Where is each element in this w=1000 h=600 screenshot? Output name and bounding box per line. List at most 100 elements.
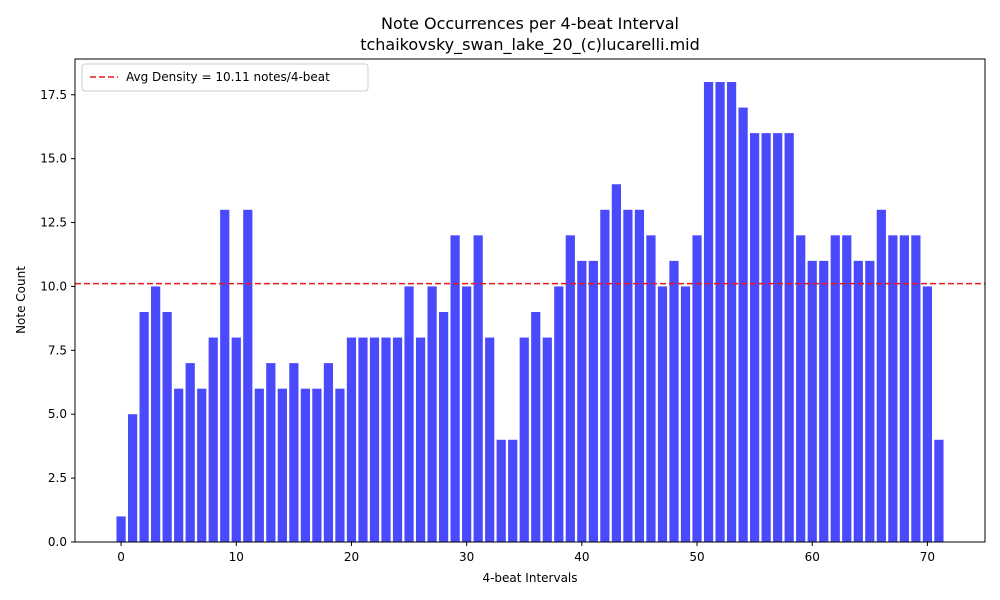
bar-interval-20 [346, 337, 357, 542]
bar-interval-2 [139, 312, 149, 542]
bar-interval-58 [784, 133, 794, 542]
bar-interval-69 [911, 235, 921, 543]
bar-interval-45 [634, 209, 645, 542]
bar-interval-53 [726, 82, 737, 542]
bar-interval-51 [703, 82, 714, 542]
x-tick-label: 20 [344, 550, 359, 564]
legend-label: Avg Density = 10.11 notes/4-beat [126, 70, 330, 84]
bar-interval-30 [462, 286, 472, 542]
bar-interval-19 [335, 388, 345, 542]
chart-subtitle: tchaikovsky_swan_lake_20_(c)lucarelli.mi… [360, 35, 700, 55]
y-tick-label: 17.5 [40, 88, 67, 102]
y-tick-label: 5.0 [48, 407, 67, 421]
bar-interval-71 [934, 439, 944, 542]
y-tick-label: 0.0 [48, 535, 67, 549]
bar-interval-29 [450, 235, 460, 543]
bar-interval-9 [220, 209, 230, 542]
bar-interval-49 [680, 286, 691, 542]
bar-interval-6 [185, 363, 195, 542]
bar-interval-40 [577, 260, 587, 542]
bar-interval-60 [807, 260, 817, 542]
bar-interval-1 [127, 414, 138, 542]
x-tick-label: 60 [805, 550, 820, 564]
bar-interval-68 [899, 235, 909, 543]
bar-interval-39 [565, 235, 575, 543]
bar-interval-66 [876, 209, 886, 542]
bar-interval-8 [208, 337, 218, 542]
bar-interval-56 [761, 133, 771, 542]
bar-interval-62 [830, 235, 840, 543]
bar-interval-35 [519, 337, 529, 542]
bar-interval-18 [323, 363, 334, 542]
bar-interval-14 [277, 388, 287, 542]
bar-interval-55 [750, 133, 760, 542]
x-tick-label: 30 [459, 550, 474, 564]
legend: Avg Density = 10.11 notes/4-beat [81, 63, 369, 92]
legend-box [81, 63, 369, 92]
bar-interval-34 [508, 439, 518, 542]
bar-interval-44 [623, 209, 633, 542]
bar-interval-28 [439, 312, 449, 542]
bar-interval-70 [922, 286, 933, 542]
x-tick-label: 0 [117, 550, 125, 564]
bar-interval-57 [773, 133, 783, 542]
y-tick-label: 7.5 [48, 343, 67, 357]
bar-interval-12 [254, 388, 264, 542]
bar-interval-50 [692, 235, 702, 543]
bar-interval-65 [865, 260, 875, 542]
bar-interval-15 [289, 363, 299, 542]
bar-interval-26 [415, 337, 426, 542]
bar-interval-52 [715, 82, 725, 542]
bar-interval-11 [243, 209, 253, 542]
bar-interval-61 [819, 260, 829, 542]
y-tick-label: 15.0 [40, 152, 67, 166]
bar-interval-38 [554, 286, 564, 542]
bar-interval-25 [404, 286, 414, 542]
bar-interval-7 [197, 388, 207, 542]
bar-interval-17 [312, 388, 322, 542]
bar-interval-4 [162, 312, 172, 542]
bar-interval-23 [381, 337, 391, 542]
bar-interval-47 [657, 286, 668, 542]
bar-interval-48 [669, 260, 679, 542]
bar-interval-33 [496, 439, 506, 542]
bar-interval-36 [531, 312, 541, 542]
x-axis-ticks: 0 10 20 30 40 50 60 70 [117, 542, 935, 564]
bar-interval-32 [485, 337, 495, 542]
bar-interval-24 [392, 337, 403, 542]
bar-interval-63 [842, 235, 852, 543]
y-tick-label: 12.5 [40, 216, 67, 230]
bars-group [116, 82, 944, 543]
bar-interval-13 [266, 363, 276, 542]
x-tick-label: 10 [229, 550, 244, 564]
bar-interval-67 [888, 235, 898, 543]
bar-interval-43 [611, 184, 621, 542]
x-tick-label: 40 [574, 550, 589, 564]
chart-title: Note Occurrences per 4-beat Interval [381, 14, 679, 33]
bar-interval-22 [369, 337, 380, 542]
bar-interval-37 [542, 337, 552, 542]
bar-interval-21 [358, 337, 368, 542]
bar-interval-0 [116, 516, 126, 542]
bar-interval-41 [588, 260, 598, 542]
y-axis-label: Note Count [14, 266, 28, 334]
bar-interval-31 [473, 235, 483, 543]
x-tick-label: 50 [689, 550, 704, 564]
bar-interval-42 [600, 209, 610, 542]
x-tick-label: 70 [920, 550, 935, 564]
bar-interval-64 [853, 260, 863, 542]
bar-interval-59 [796, 235, 806, 543]
bar-interval-46 [646, 235, 656, 543]
bar-interval-5 [174, 388, 184, 542]
plot-area-frame [74, 58, 986, 543]
bar-interval-27 [427, 286, 437, 542]
y-tick-label: 10.0 [40, 279, 67, 293]
bar-interval-10 [231, 337, 241, 542]
bar-interval-54 [738, 107, 748, 543]
bar-interval-3 [151, 286, 161, 542]
y-axis-ticks: 0.0 2.5 5.0 7.5 10.0 12.5 15.0 17.5 [40, 88, 75, 549]
bar-interval-16 [300, 388, 310, 542]
y-tick-label: 2.5 [48, 471, 67, 485]
x-axis-label: 4-beat Intervals [482, 571, 577, 585]
